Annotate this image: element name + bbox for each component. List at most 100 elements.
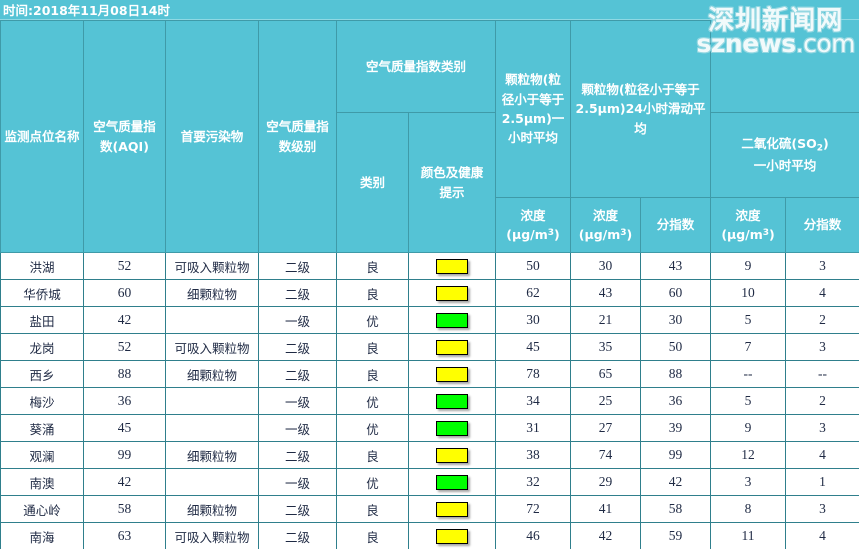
cell-pm25-24h-conc: 35	[570, 333, 642, 361]
cell-primary-pollutant: 可吸入颗粒物	[165, 333, 259, 361]
th-color-health-line1: 颜色及健康	[420, 165, 484, 181]
cell-aqi: 60	[83, 279, 166, 307]
th-primary-pollutant-label: 首要污染物	[180, 128, 244, 144]
cell-aqi: 88	[83, 360, 166, 388]
th-aqi-category-group: 空气质量指数类别	[335, 20, 497, 113]
cell-pm25-24h-index: 60	[640, 279, 712, 307]
color-health-swatch	[436, 502, 468, 517]
th-pm25-24h-line1: 颗粒物(粒径小于等于	[581, 81, 700, 97]
table-row[interactable]: 观澜 99 细颗粒物 二级良 38 74 99 12 4	[0, 441, 859, 469]
cell-pm25-24h-index: 42	[640, 468, 712, 496]
color-health-swatch	[436, 475, 468, 490]
cell-pm25-1h-conc: 72	[495, 495, 572, 523]
th-pm25-24h-index-label: 分指数	[656, 217, 695, 233]
table-row[interactable]: 南澳 42 一级优 32 29 42 3 1	[0, 468, 859, 496]
th-so2-conc-line1: 浓度	[735, 207, 761, 223]
cell-aqi-level: 一级	[258, 414, 337, 442]
cell-pm25-24h-conc: 41	[570, 495, 642, 523]
table-row[interactable]: 华侨城 60 细颗粒物 二级良 62 43 60 10 4	[0, 279, 859, 307]
table-row[interactable]: 南海 63 可吸入颗粒物 二级良 46 42 59 11 4	[0, 522, 859, 549]
cell-so2-index: --	[785, 360, 859, 388]
th-aqi-category-group-label: 空气质量指数类别	[366, 58, 467, 74]
cell-primary-pollutant	[165, 414, 259, 442]
th-aqi-level-line1: 空气质量指	[266, 119, 329, 135]
cell-pm25-1h-conc: 34	[495, 387, 572, 415]
cell-station-name: 盐田	[0, 306, 84, 334]
th-color-health-line2: 提示	[439, 184, 465, 200]
th-pm25-1h-line2: 径小于等于	[501, 91, 565, 107]
table-header: 监测点位名称 空气质量指 数(AQI) 首要污染物 空气质量指 数级别 空气质量…	[0, 20, 859, 253]
cell-primary-pollutant	[165, 387, 259, 415]
table-row[interactable]: 盐田 42 一级优 30 21 30 5 2	[0, 306, 859, 334]
table-row[interactable]: 龙岗 52 可吸入颗粒物 二级良 45 35 50 7 3	[0, 333, 859, 361]
th-category: 类别	[336, 112, 409, 253]
cell-pm25-24h-index: 43	[640, 252, 712, 280]
th-station-name-label: 监测点位名称	[4, 128, 80, 144]
cell-primary-pollutant: 可吸入颗粒物	[165, 252, 259, 280]
cell-aqi: 42	[83, 306, 166, 334]
cell-pm25-1h-conc: 78	[495, 360, 572, 388]
cell-primary-pollutant: 可吸入颗粒物	[165, 522, 259, 549]
color-health-swatch	[436, 448, 468, 463]
th-pm25-1h-line4: 小时平均	[508, 130, 559, 146]
th-category-label: 类别	[359, 174, 385, 190]
th-pm25-1h-conc-unit: (μg/m3)	[506, 227, 559, 242]
header-row-3: 浓度 (μg/m3) 浓度 (μg/m3) 分指数 浓度 (μg/m3) 分指数	[1, 197, 859, 253]
table-row[interactable]: 葵涌 45 一级优 31 27 39 9 3	[0, 414, 859, 442]
th-so2-post: )	[822, 136, 829, 152]
cell-color-health	[407, 387, 497, 415]
header-row-1: 监测点位名称 空气质量指 数(AQI) 首要污染物 空气质量指 数级别 空气质量…	[0, 20, 859, 253]
unit-post-a: )	[554, 227, 560, 242]
th-so2-pre: 二氧化硫(SO	[741, 136, 817, 152]
cell-so2-conc: --	[710, 360, 787, 388]
th-pm25-24h-group: 颗粒物(粒径小于等于 2.5μm)24小时滑动平均	[570, 20, 712, 198]
color-health-swatch	[436, 421, 468, 436]
cell-pm25-24h-conc: 25	[570, 387, 642, 415]
table-row[interactable]: 西乡 88 细颗粒物 二级良 78 65 88 -- --	[0, 360, 859, 388]
cell-primary-pollutant: 细颗粒物	[165, 279, 259, 307]
cell-pm25-24h-conc: 65	[570, 360, 642, 388]
cell-aqi-level: 一级	[258, 387, 337, 415]
report-time-label: 时间:2018年11月08日14时	[3, 3, 170, 18]
th-primary-pollutant: 首要污染物	[165, 20, 259, 253]
unit-sup-b: 3	[620, 227, 627, 238]
cell-pm25-1h-conc: 31	[495, 414, 572, 442]
cell-station-name: 华侨城	[0, 279, 84, 307]
th-so2-conc: 浓度 (μg/m3)	[710, 197, 787, 253]
color-health-swatch	[436, 259, 468, 274]
color-health-swatch	[436, 394, 468, 409]
cell-category: 优	[336, 306, 409, 334]
cell-aqi-level: 二级	[258, 252, 337, 280]
cell-so2-index: 3	[785, 495, 859, 523]
cell-pm25-24h-conc: 74	[570, 441, 642, 469]
th-aqi-line1: 空气质量指	[93, 119, 156, 135]
unit-sup-a: 3	[547, 227, 555, 238]
th-aqi-level: 空气质量指 数级别	[258, 20, 337, 253]
cell-pm25-24h-index: 39	[640, 414, 712, 442]
th-station-name: 监测点位名称	[0, 20, 84, 253]
table-row[interactable]: 洪湖 52 可吸入颗粒物 二级良 50 30 43 9 3	[0, 252, 859, 280]
th-pm25-1h-line1: 颗粒物(粒	[505, 72, 561, 88]
cell-primary-pollutant	[165, 306, 259, 334]
header-row-2: 类别 颜色及健康 提示 二氧化硫(SO2) 一小时平均	[1, 112, 859, 253]
cell-so2-index: 1	[785, 468, 859, 496]
cell-so2-conc: 5	[710, 306, 787, 334]
cell-aqi: 36	[83, 387, 166, 415]
unit-pre-c: (μg/m	[721, 227, 763, 242]
cell-pm25-24h-conc: 27	[570, 414, 642, 442]
unit-pre-a: (μg/m	[506, 227, 548, 242]
cell-color-health	[407, 468, 497, 496]
cell-so2-conc: 8	[710, 495, 787, 523]
unit-pre-b: (μg/m	[578, 227, 621, 242]
table-row[interactable]: 通心岭 58 细颗粒物 二级良 72 41 58 8 3	[0, 495, 859, 523]
th-pm25-24h-conc: 浓度 (μg/m3)	[570, 197, 642, 253]
cell-aqi: 52	[83, 333, 166, 361]
air-quality-table: 监测点位名称 空气质量指 数(AQI) 首要污染物 空气质量指 数级别 空气质量…	[0, 20, 859, 549]
cell-station-name: 梅沙	[0, 387, 84, 415]
table-row[interactable]: 梅沙 36 一级优 34 25 36 5 2	[0, 387, 859, 415]
cell-so2-conc: 7	[710, 333, 787, 361]
cell-pm25-1h-conc: 46	[495, 522, 572, 549]
cell-color-health	[407, 414, 497, 442]
cell-pm25-1h-conc: 50	[495, 252, 572, 280]
